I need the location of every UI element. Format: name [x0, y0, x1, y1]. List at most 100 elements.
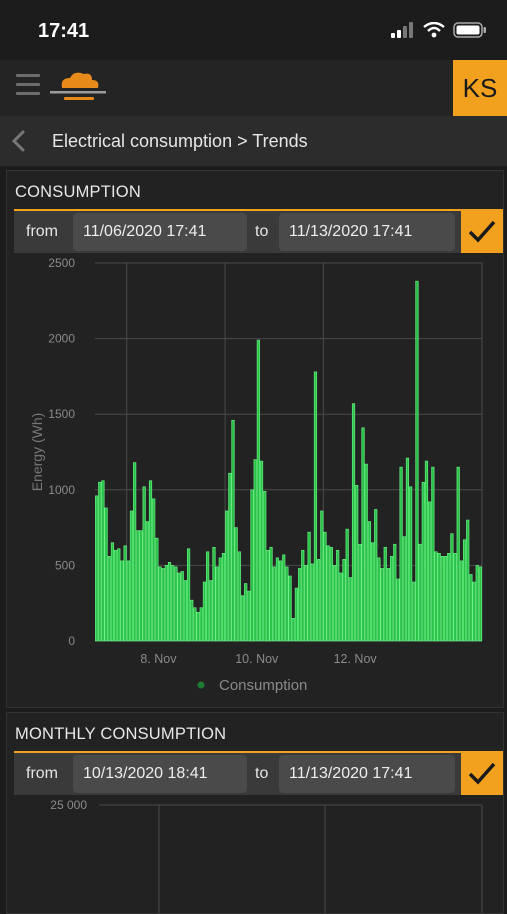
consumption-bar — [231, 419, 235, 642]
consumption-bar — [345, 528, 349, 642]
consumption-bar — [266, 549, 270, 642]
consumption-bar — [443, 556, 448, 642]
to-label: to — [255, 223, 269, 240]
consumption-bar — [478, 566, 482, 642]
consumption-bar — [202, 581, 207, 642]
consumption-chart: 0 500 1000 1500 2000 2500 8. Nov 10. Nov 12. Nov… — [29, 256, 483, 694]
consumption-bar — [209, 580, 213, 642]
consumption-bar — [320, 510, 324, 642]
consumption-bar — [453, 553, 457, 642]
consumption-bar — [152, 498, 156, 642]
monthly-from-date-field[interactable]: 10/13/2020 18:41 — [73, 755, 247, 793]
consumption-bar — [317, 559, 321, 642]
consumption-bar — [139, 530, 143, 642]
consumption-bar — [383, 546, 387, 642]
checkmark-icon — [468, 762, 496, 785]
consumption-bar — [367, 521, 371, 642]
consumption-bar — [434, 551, 438, 642]
consumption-bar — [272, 566, 276, 642]
consumption-bar — [396, 578, 400, 642]
consumption-bar — [123, 545, 127, 642]
consumption-bar — [415, 280, 419, 642]
apply-range-button[interactable] — [461, 211, 503, 253]
consumption-bar — [104, 507, 108, 642]
consumption-bar — [177, 572, 181, 642]
menu-icon[interactable] — [16, 74, 40, 96]
consumption-bar — [275, 557, 279, 642]
consumption-bar — [386, 568, 391, 642]
wifi-icon — [423, 22, 445, 38]
consumption-bar — [475, 565, 479, 642]
legend-label: Consumption — [219, 677, 307, 694]
consumption-bar — [218, 557, 222, 642]
consumption-title: CONSUMPTION — [15, 183, 141, 201]
consumption-bar — [145, 521, 149, 642]
consumption-bar — [447, 553, 451, 642]
consumption-bar — [244, 583, 248, 642]
monthly-title: MONTHLY CONSUMPTION — [15, 725, 227, 743]
consumption-bar — [332, 565, 337, 642]
consumption-bar — [374, 509, 378, 642]
consumption-bar — [469, 574, 473, 642]
consumption-bar — [101, 480, 105, 642]
consumption-bar — [456, 466, 460, 642]
consumption-bar — [117, 548, 121, 642]
consumption-bar — [424, 460, 429, 642]
back-chevron-icon[interactable] — [8, 128, 30, 154]
y-tick-label: 0 — [68, 634, 75, 648]
consumption-bar — [307, 531, 311, 642]
consumption-bar — [310, 563, 314, 642]
consumption-date-range: from 11/06/2020 17:41 to 11/13/2020 17:4… — [14, 209, 503, 253]
consumption-bar — [167, 562, 172, 642]
legend-marker — [197, 681, 205, 689]
from-label: from — [26, 223, 58, 240]
monthly-to-date-field[interactable]: 11/13/2020 17:41 — [279, 755, 455, 793]
consumption-bar — [399, 466, 403, 642]
consumption-bar — [180, 571, 184, 642]
consumption-bar — [133, 462, 137, 642]
consumption-bar — [351, 403, 356, 642]
consumption-bar — [462, 539, 467, 642]
consumption-bar — [326, 545, 330, 642]
consumption-bar — [418, 543, 422, 642]
status-bar: 17:41 — [0, 0, 507, 60]
consumption-bar — [472, 581, 476, 642]
consumption-bar — [298, 568, 302, 642]
app-header — [0, 60, 507, 116]
consumption-bar — [193, 607, 197, 642]
consumption-bar — [110, 542, 115, 642]
consumption-bar — [107, 556, 111, 642]
monthly-apply-range-button[interactable] — [461, 753, 503, 795]
consumption-bar — [215, 566, 219, 642]
consumption-bar — [323, 531, 327, 642]
consumption-bar — [412, 581, 416, 642]
consumption-bar — [114, 549, 118, 642]
consumption-bar — [336, 549, 340, 642]
consumption-bar — [409, 486, 413, 642]
consumption-bar — [402, 536, 406, 642]
battery-icon — [453, 22, 486, 38]
consumption-bar — [171, 565, 175, 642]
to-date-field[interactable]: 11/13/2020 17:41 — [279, 213, 455, 251]
consumption-bar — [358, 543, 362, 642]
consumption-bar — [313, 371, 318, 642]
x-tick-label: 12. Nov — [334, 652, 378, 666]
consumption-bar — [304, 565, 308, 642]
consumption-bar — [370, 542, 375, 642]
monthly-date-range: from 10/13/2020 18:41 to 11/13/2020 17:4… — [14, 751, 503, 795]
consumption-bar — [148, 480, 153, 642]
consumption-bar — [269, 546, 273, 642]
consumption-bar — [393, 543, 397, 642]
consumption-bar — [428, 501, 432, 642]
consumption-bar — [450, 533, 454, 642]
consumption-bar — [466, 519, 470, 642]
consumption-bar — [285, 566, 289, 642]
consumption-bar — [98, 481, 102, 642]
from-date-field[interactable]: 11/06/2020 17:41 — [73, 213, 247, 251]
user-avatar[interactable]: KS — [453, 60, 507, 116]
consumption-bar — [164, 565, 168, 642]
consumption-bar — [339, 572, 343, 642]
consumption-bar — [183, 580, 187, 642]
consumption-bar — [186, 548, 191, 642]
consumption-bar — [259, 460, 264, 642]
